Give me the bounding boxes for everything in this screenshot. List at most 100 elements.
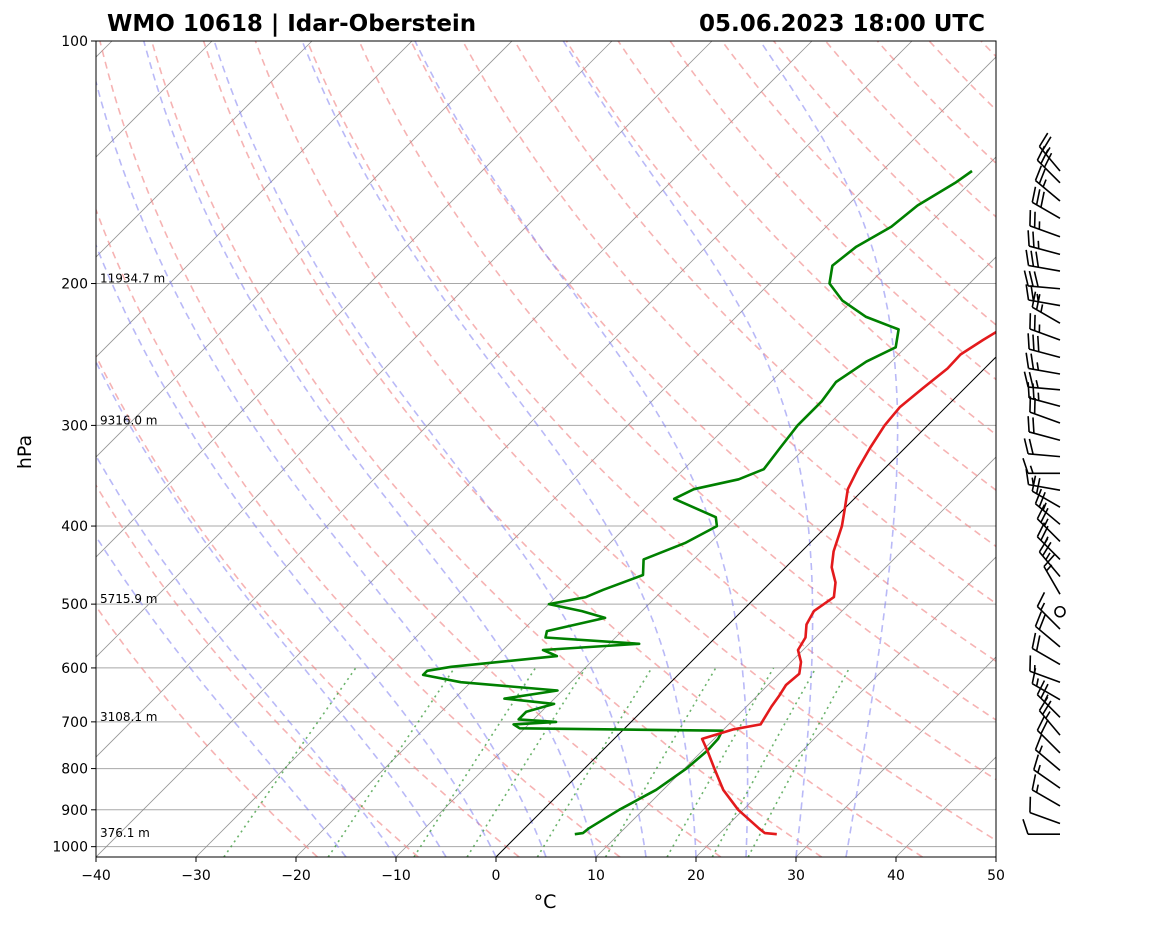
wind-barb: [1043, 554, 1061, 595]
moist-adiabat: [96, 360, 447, 857]
isotherm-line: [96, 41, 513, 458]
barb-flag: [1027, 416, 1030, 433]
barb-shaft: [1028, 285, 1061, 290]
barb-flag: [1027, 230, 1030, 247]
wind-barb: [1029, 796, 1061, 825]
barb-flag: [1038, 696, 1049, 712]
moist-adiabat: [759, 41, 899, 857]
barb-half-flag: [1040, 304, 1044, 313]
barb-flag: [1037, 335, 1040, 352]
barb-flag: [1030, 250, 1035, 267]
x-tick-label: −10: [381, 868, 411, 884]
barb-half-flag: [1040, 602, 1046, 611]
isotherm-line: [96, 41, 913, 857]
barb-flag: [1041, 541, 1052, 557]
barb-half-flag: [1043, 518, 1049, 527]
barb-flag: [1028, 438, 1034, 455]
x-tick-label: −40: [81, 868, 111, 884]
isotherm-line: [595, 456, 996, 857]
barb-half-flag: [1045, 711, 1051, 719]
wind-barb: [1036, 504, 1061, 543]
x-tick-label: 0: [492, 868, 501, 884]
mixing-ratio-line: [223, 667, 357, 857]
wind-barb: [1034, 488, 1061, 525]
mixing-ratio-line: [747, 667, 851, 857]
barb-half-flag: [1042, 179, 1047, 188]
barb-flag: [1035, 251, 1040, 268]
wind-barb: [1022, 818, 1060, 835]
barb-shaft: [1038, 551, 1061, 577]
isotherm-gridlines: [96, 41, 996, 857]
isotherm-line: [195, 56, 996, 857]
barb-half-flag: [1045, 552, 1051, 561]
barb-flag: [1035, 189, 1041, 205]
barb-flag: [1023, 438, 1029, 455]
calm-circle: [1054, 605, 1066, 618]
barb-flag: [1041, 700, 1052, 715]
isotherm-line: [96, 41, 413, 358]
wind-barb: [1034, 611, 1061, 648]
wind-barb: [1031, 774, 1061, 807]
dry-adiabat: [99, 41, 722, 857]
dry-adiabat: [96, 483, 419, 857]
isotherm-line: [795, 656, 996, 857]
height-label: 3108.1 m: [100, 710, 158, 724]
profiles: [421, 169, 996, 836]
y-tick-label: 800: [61, 762, 88, 778]
wind-barb: [1036, 522, 1061, 560]
barb-flag: [1027, 382, 1030, 398]
barb-shaft: [1043, 566, 1061, 595]
barb-flag: [1031, 774, 1037, 791]
barb-shaft: [1029, 225, 1061, 238]
moist-adiabat: [96, 79, 547, 857]
wind-barb: [1025, 249, 1061, 272]
isotherm-line: [96, 41, 813, 758]
x-axis-label: °C: [534, 891, 557, 913]
barb-flag: [1040, 507, 1049, 523]
barb-flag: [1032, 231, 1035, 248]
zero-isotherm: [495, 356, 996, 857]
wind-barb: [1036, 715, 1061, 754]
freezing-level-line: [495, 356, 996, 857]
barb-flag: [1033, 271, 1039, 288]
barb-flag: [1040, 683, 1049, 699]
barb-half-flag: [1035, 784, 1039, 793]
barb-flag: [1036, 680, 1046, 696]
barb-flag: [1038, 538, 1049, 553]
y-tick-label: 100: [61, 34, 88, 50]
barb-shaft: [1029, 411, 1061, 424]
x-axis: −40 −30 −20 −10 0 10 20 30 40 50: [81, 857, 1005, 884]
wind-barb: [1031, 475, 1061, 508]
barb-shaft: [1036, 729, 1061, 754]
wind-barb: [1038, 538, 1061, 577]
barb-flag: [1034, 165, 1043, 181]
chart-title-time: 05.06.2023 18:00 UTC: [699, 11, 985, 37]
chart-title-station: WMO 10618 | Idar-Oberstein: [107, 11, 476, 37]
barb-half-flag: [1035, 678, 1039, 687]
mixing-ratio-line: [413, 667, 537, 857]
y-tick-label: 400: [61, 519, 88, 535]
barb-flag: [1034, 734, 1043, 751]
barb-flag: [1038, 132, 1049, 147]
wind-barb: [1031, 632, 1061, 666]
barb-flag: [1032, 383, 1035, 400]
wind-barb: [1031, 668, 1061, 701]
barb-flag: [1023, 270, 1029, 287]
barb-flag: [1032, 417, 1035, 434]
barb-flag: [1036, 522, 1046, 538]
barb-flag: [1036, 145, 1046, 161]
wind-barb: [1029, 396, 1061, 424]
temperature-profile: [700, 330, 996, 836]
barb-shaft: [1034, 179, 1061, 202]
x-tick-label: 30: [787, 868, 805, 884]
dry-adiabat: [461, 41, 996, 605]
barb-flag: [1043, 152, 1053, 168]
x-tick-label: 20: [687, 868, 705, 884]
barb-flag: [1031, 475, 1037, 492]
moist-adiabat: [143, 41, 597, 857]
wind-barb: [1027, 416, 1061, 442]
barb-shaft: [1036, 159, 1061, 184]
moist-adiabat: [562, 41, 814, 857]
barb-flag: [1035, 294, 1041, 310]
height-label: 11934.7 m: [100, 272, 165, 286]
